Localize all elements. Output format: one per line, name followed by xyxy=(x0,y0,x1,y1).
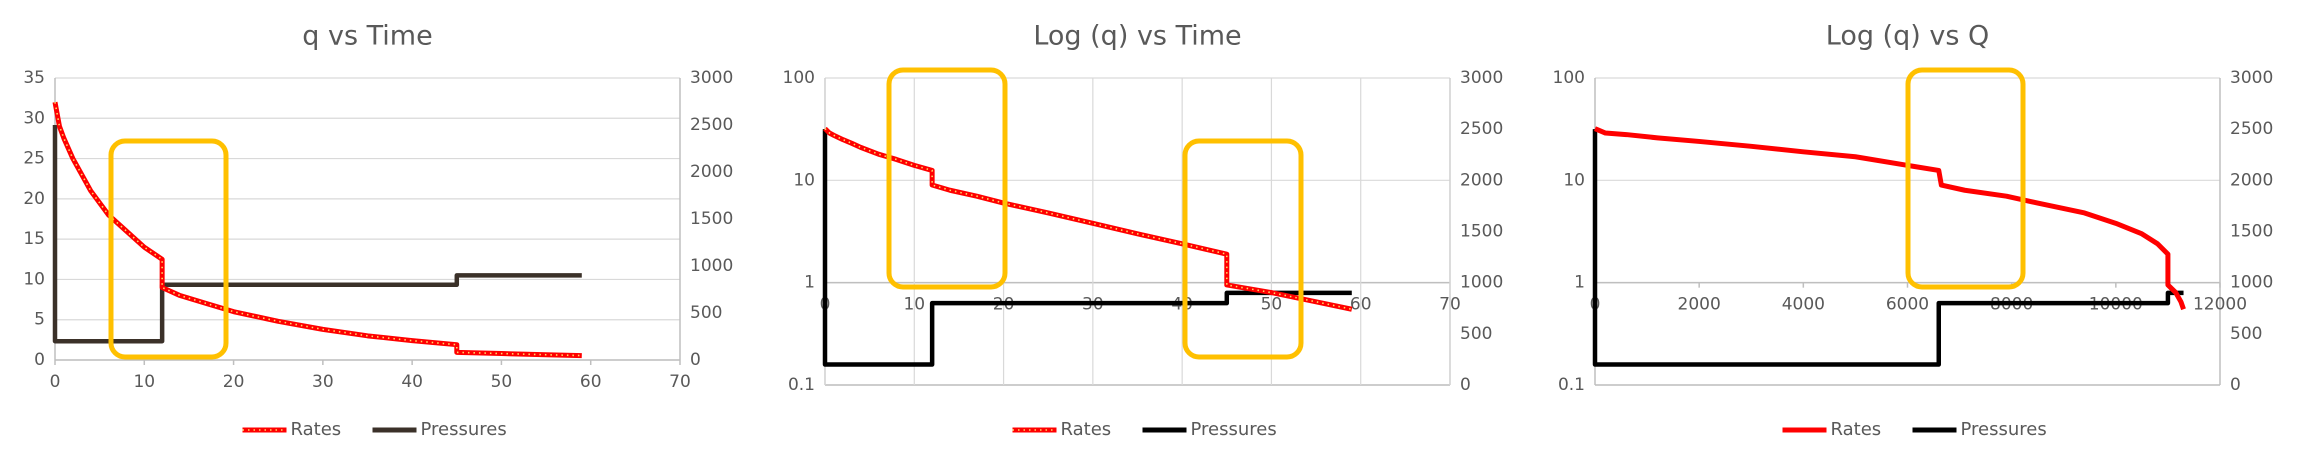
y-tick-label: 0 xyxy=(34,350,45,370)
y2-tick-label: 2000 xyxy=(2230,170,2273,190)
y2-tick-label: 500 xyxy=(690,303,722,323)
x-tick-label: 50 xyxy=(1261,295,1283,315)
y2-tick-label: 1000 xyxy=(1460,273,1503,293)
chart-title: q vs Time xyxy=(302,21,432,52)
y2-tick-label: 2000 xyxy=(690,162,733,182)
charts: q vs Time0510152025303505001000150020002… xyxy=(23,21,2273,441)
highlights xyxy=(108,67,2026,360)
y2-tick-label: 1000 xyxy=(2230,273,2273,293)
y-tick-label: 15 xyxy=(23,229,45,249)
chart: Log (q) vs Q0.11101000500100015002000250… xyxy=(1553,21,2274,441)
y2-tick-label: 2500 xyxy=(2230,119,2273,139)
y-tick-label: 35 xyxy=(23,68,45,88)
series-line xyxy=(1592,129,2184,367)
y-tick-label: 1 xyxy=(1574,273,1585,293)
y-tick-label: 5 xyxy=(34,310,45,330)
y-tick-label: 0.1 xyxy=(1558,375,1585,395)
series-line xyxy=(1594,126,2186,311)
x-tick-label: 40 xyxy=(401,372,423,392)
chart: Log (q) vs Time0.11101000500100015002000… xyxy=(783,21,1504,441)
x-tick-label: 6000 xyxy=(1886,295,1929,315)
y2-tick-label: 1500 xyxy=(690,209,733,229)
legend-label: Rates xyxy=(1061,419,1112,440)
highlight-box xyxy=(108,138,229,360)
x-tick-label: 4000 xyxy=(1782,295,1825,315)
x-tick-label: 70 xyxy=(669,372,691,392)
x-tick-label: 70 xyxy=(1439,295,1461,315)
x-tick-label: 50 xyxy=(491,372,513,392)
series-marker-line xyxy=(824,128,1352,311)
series-line xyxy=(822,129,1352,367)
y-tick-label: 10 xyxy=(793,170,815,190)
y2-tick-label: 2000 xyxy=(1460,170,1503,190)
y-tick-label: 10 xyxy=(1563,170,1585,190)
y-tick-label: 10 xyxy=(23,269,45,289)
y-tick-label: 20 xyxy=(23,189,45,209)
legend-label: Rates xyxy=(1831,419,1882,440)
legend-label: Rates xyxy=(291,419,342,440)
x-tick-label: 2000 xyxy=(1678,295,1721,315)
legend-label: Pressures xyxy=(421,419,507,440)
y2-tick-label: 0 xyxy=(2230,375,2241,395)
y2-tick-label: 2500 xyxy=(1460,119,1503,139)
highlight-box xyxy=(1905,67,2026,290)
y2-tick-label: 2500 xyxy=(690,115,733,135)
x-tick-label: 0 xyxy=(50,372,61,392)
highlight-box xyxy=(886,67,1008,290)
chart: q vs Time0510152025303505001000150020002… xyxy=(23,21,733,441)
y2-tick-label: 0 xyxy=(1460,375,1471,395)
y2-tick-label: 500 xyxy=(2230,324,2262,344)
y2-tick-label: 1500 xyxy=(1460,222,1503,242)
legend-label: Pressures xyxy=(1191,419,1277,440)
x-tick-label: 10 xyxy=(903,295,925,315)
y2-tick-label: 500 xyxy=(1460,324,1492,344)
y2-tick-label: 1500 xyxy=(2230,222,2273,242)
y2-tick-label: 3000 xyxy=(1460,68,1503,88)
y2-tick-label: 3000 xyxy=(2230,68,2273,88)
y2-tick-label: 1000 xyxy=(690,256,733,276)
y2-tick-label: 3000 xyxy=(690,68,733,88)
x-tick-label: 20 xyxy=(223,372,245,392)
y-tick-label: 100 xyxy=(783,68,815,88)
y-tick-label: 25 xyxy=(23,149,45,169)
y-tick-label: 0.1 xyxy=(788,375,815,395)
x-tick-label: 60 xyxy=(580,372,602,392)
chart-title: Log (q) vs Q xyxy=(1826,21,1989,52)
x-tick-label: 60 xyxy=(1350,295,1372,315)
x-tick-label: 30 xyxy=(312,372,334,392)
chart-title: Log (q) vs Time xyxy=(1033,21,1241,52)
legend-label: Pressures xyxy=(1961,419,2047,440)
x-tick-label: 12000 xyxy=(2193,295,2247,315)
y2-tick-label: 0 xyxy=(690,350,701,370)
y-tick-label: 30 xyxy=(23,108,45,128)
y-tick-label: 100 xyxy=(1553,68,1585,88)
x-tick-label: 10 xyxy=(133,372,155,392)
highlight-box xyxy=(1182,138,1304,360)
y-tick-label: 1 xyxy=(804,273,815,293)
series-marker-line xyxy=(54,102,582,357)
